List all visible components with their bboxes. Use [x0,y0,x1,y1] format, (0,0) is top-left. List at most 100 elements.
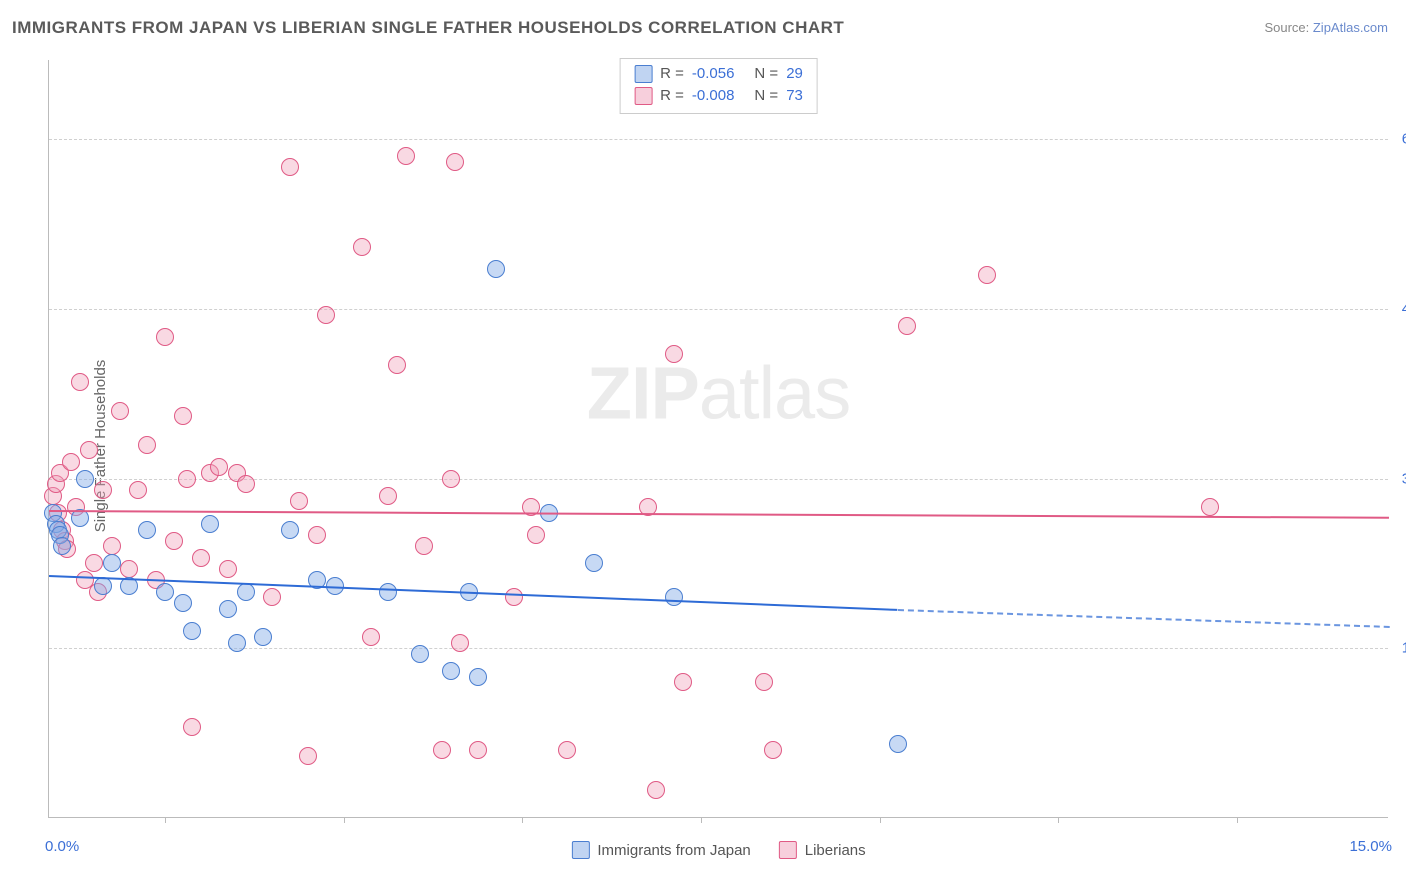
scatter-point [397,147,415,165]
scatter-point [433,741,451,759]
legend-item-blue: Immigrants from Japan [571,841,750,859]
scatter-point [178,470,196,488]
scatter-point [558,741,576,759]
chart-title: IMMIGRANTS FROM JAPAN VS LIBERIAN SINGLE… [12,18,844,38]
scatter-point [469,741,487,759]
scatter-point [183,622,201,640]
scatter-point [505,588,523,606]
source-link[interactable]: ZipAtlas.com [1313,20,1388,35]
scatter-point [237,475,255,493]
scatter-point [442,470,460,488]
scatter-point [165,532,183,550]
scatter-point [379,487,397,505]
scatter-point [415,537,433,555]
grid-line [49,309,1388,310]
scatter-point [129,481,147,499]
legend-row-pink: R = -0.008 N = 73 [634,85,803,107]
scatter-point [353,238,371,256]
legend-blue-label: Immigrants from Japan [597,842,750,859]
scatter-point [281,158,299,176]
x-tick-label-max: 15.0% [1349,838,1392,855]
scatter-point [764,741,782,759]
legend-N-label: N = [754,63,778,85]
scatter-point [281,521,299,539]
legend-R-label-2: R = [660,85,684,107]
scatter-point [487,260,505,278]
scatter-point [120,560,138,578]
scatter-point [192,549,210,567]
scatter-point [228,634,246,652]
scatter-point [71,373,89,391]
legend-pink-label: Liberians [805,842,866,859]
watermark: ZIPatlas [587,351,850,436]
scatter-point [299,747,317,765]
y-tick-label: 4.5% [1392,300,1406,317]
scatter-point [898,317,916,335]
scatter-point [469,668,487,686]
scatter-point [94,577,112,595]
swatch-blue-icon [634,65,652,83]
scatter-point [889,735,907,753]
scatter-point [53,537,71,555]
scatter-point [103,537,121,555]
y-tick-label: 1.5% [1392,640,1406,657]
legend-item-pink: Liberians [779,841,866,859]
x-tick [1237,817,1238,823]
scatter-point [80,441,98,459]
source-attribution: Source: ZipAtlas.com [1264,20,1388,35]
trend-line-pink [49,510,1389,519]
scatter-point [237,583,255,601]
scatter-point [978,266,996,284]
scatter-point [451,634,469,652]
x-tick [880,817,881,823]
swatch-pink-icon [634,87,652,105]
scatter-point [379,583,397,601]
legend-pink-R: -0.008 [692,85,735,107]
scatter-point [210,458,228,476]
grid-line [49,139,1388,140]
scatter-point [174,594,192,612]
trend-line-blue-extrapolated [898,609,1389,628]
scatter-point [585,554,603,572]
scatter-point [647,781,665,799]
legend-blue-R: -0.056 [692,63,735,85]
grid-line [49,648,1388,649]
scatter-point [755,673,773,691]
scatter-point [138,521,156,539]
x-tick-label-min: 0.0% [45,838,79,855]
scatter-point [254,628,272,646]
scatter-point [665,345,683,363]
scatter-point [317,306,335,324]
watermark-bold: ZIP [587,352,699,435]
x-tick [165,817,166,823]
scatter-point [76,470,94,488]
scatter-point [674,673,692,691]
swatch-pink-icon [779,841,797,859]
scatter-point [263,588,281,606]
scatter-point [62,453,80,471]
chart-plot-area: ZIPatlas R = -0.056 N = 29 R = -0.008 N … [48,60,1388,818]
legend-pink-N: 73 [786,85,803,107]
scatter-point [665,588,683,606]
scatter-point [411,645,429,663]
legend-blue-N: 29 [786,63,803,85]
scatter-point [103,554,121,572]
scatter-point [111,402,129,420]
x-tick [344,817,345,823]
scatter-point [156,583,174,601]
scatter-point [219,560,237,578]
x-tick [701,817,702,823]
legend-row-blue: R = -0.056 N = 29 [634,63,803,85]
y-tick-label: 6.0% [1392,131,1406,148]
scatter-point [308,526,326,544]
scatter-point [94,481,112,499]
scatter-point [446,153,464,171]
legend-correlation-box: R = -0.056 N = 29 R = -0.008 N = 73 [619,58,818,114]
x-tick [1058,817,1059,823]
scatter-point [201,515,219,533]
scatter-point [442,662,460,680]
scatter-point [362,628,380,646]
scatter-point [290,492,308,510]
scatter-point [1201,498,1219,516]
legend-series-box: Immigrants from Japan Liberians [571,841,865,859]
